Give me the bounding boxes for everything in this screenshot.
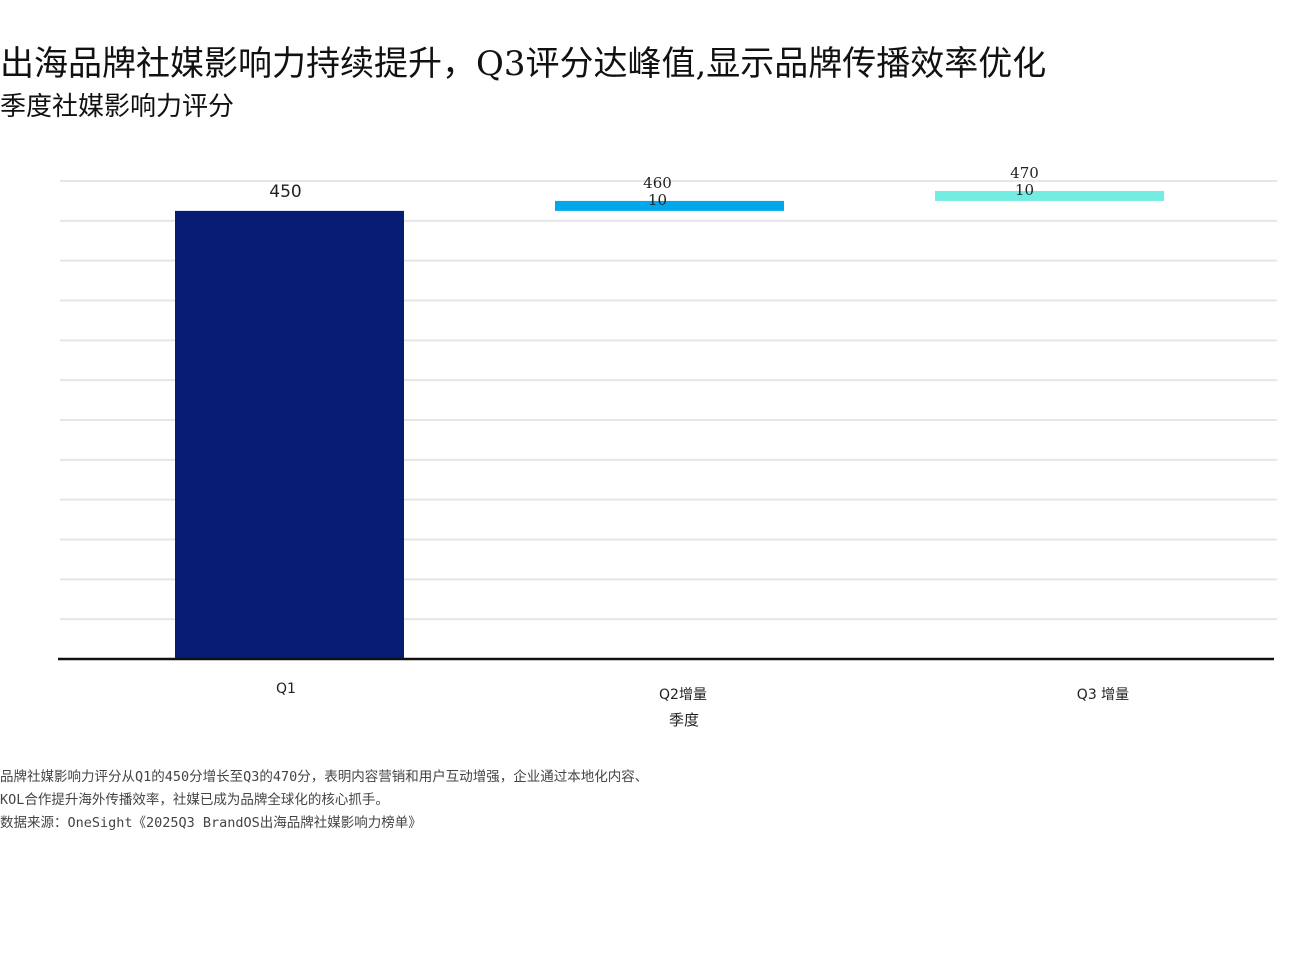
chart-subtitle: 季度社媒影响力评分 [0,92,235,122]
bar-1 [175,210,404,659]
note-line-1: 品牌社媒影响力评分从Q1的450分增长至Q3的470分，表明内容营销和用户互动增… [0,769,649,785]
x-tick-label: Q1 [276,681,296,697]
data-source: 数据来源：OneSight《2025Q3 BrandOS出海品牌社媒影响力榜单》 [0,815,422,831]
data-label-delta: 10 [648,191,667,209]
data-label-total: 450 [269,182,301,202]
bar-3 [935,190,1164,201]
x-axis-title: 季度 [669,711,699,729]
x-tick-label: Q2增量 [659,687,707,703]
chart-title: 出海品牌社媒影响力持续提升，Q3评分达峰值,显示品牌传播效率优化 [0,44,1047,84]
data-label-total: 460 [643,174,672,192]
bar-2 [555,200,784,211]
x-tick-label: Q3 增量 [1077,687,1129,703]
data-label-delta: 10 [1015,181,1034,199]
data-label-total: 470 [1010,164,1039,182]
note-line-2: KOL合作提升海外传播效率，社媒已成为品牌全球化的核心抓手。 [0,792,389,808]
